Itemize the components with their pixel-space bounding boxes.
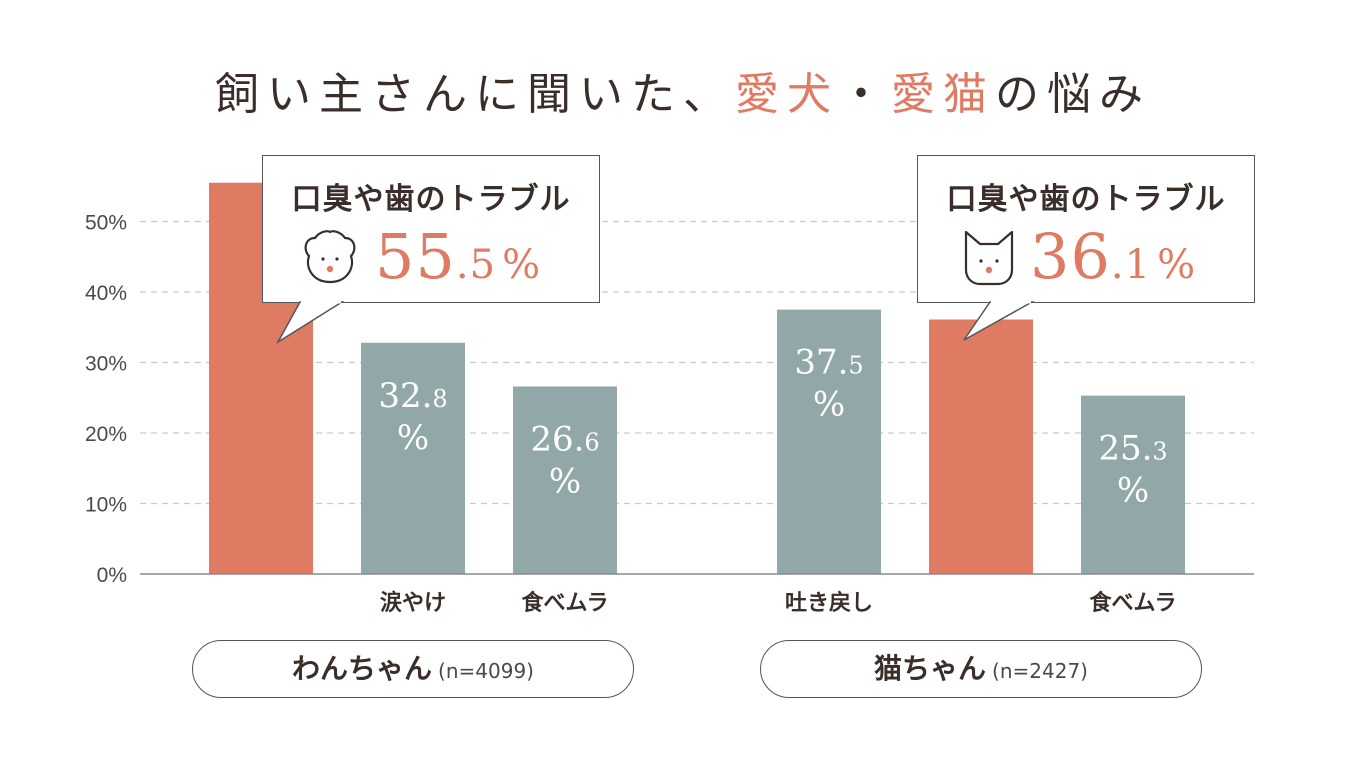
group-pill-cat-label: 猫ちゃん (874, 652, 987, 685)
bar (1081, 395, 1185, 574)
y-tick-label: 0% (97, 564, 127, 587)
bar (361, 342, 465, 574)
x-category-label: 涙やけ (380, 590, 446, 616)
title-accent-cat: 愛猫 (891, 69, 995, 120)
group-pill-cat: 猫ちゃん (n=2427) (760, 640, 1202, 698)
title-suffix: の悩み (995, 69, 1151, 120)
page-title: 飼い主さんに聞いた、愛犬・愛猫の悩み (0, 58, 1366, 122)
group-pill-dog-n: (n=4099) (438, 659, 534, 683)
bar-unit-label: % (813, 385, 845, 425)
bar-value-label: 25.3 (1098, 429, 1167, 469)
y-tick-label: 30% (85, 353, 127, 376)
y-tick-label: 50% (85, 212, 127, 235)
callout-cat-title: 口臭や歯のトラブル (946, 182, 1226, 217)
x-category-label: 食べムラ (1090, 590, 1177, 616)
group-pill-dog-label: わんちゃん (292, 652, 433, 685)
bar (777, 309, 881, 574)
callout-dog-title: 口臭や歯のトラブル (291, 182, 571, 217)
y-tick-label: 20% (85, 423, 127, 446)
bar-value-label: 26.6 (530, 419, 599, 459)
bar-unit-label: % (1117, 471, 1149, 511)
callout-cat-value: 36.1% (1030, 220, 1197, 293)
title-accent-dog: 愛犬 (735, 69, 839, 120)
title-separator: ・ (839, 69, 891, 120)
title-prefix: 飼い主さんに聞いた、 (215, 69, 735, 120)
x-category-label: 吐き戻し (785, 590, 873, 616)
bar-unit-label: % (397, 418, 429, 458)
bar-value-label: 37.5 (794, 343, 863, 383)
callout-cat: 口臭や歯のトラブル 36.1% (917, 155, 1255, 303)
bar-value-label: 32.8 (378, 376, 447, 416)
callout-dog: 口臭や歯のトラブル 55.5% (262, 155, 600, 303)
y-tick-label: 40% (85, 282, 127, 305)
bar (513, 386, 617, 574)
cat-face-icon (964, 230, 1014, 286)
bar (929, 319, 1033, 574)
dog-face-icon (304, 230, 356, 284)
group-pill-dog: わんちゃん (n=4099) (192, 640, 634, 698)
y-tick-label: 10% (85, 494, 127, 517)
x-category-label: 食べムラ (522, 590, 609, 616)
group-pill-cat-n: (n=2427) (992, 659, 1088, 683)
bar-unit-label: % (549, 461, 581, 501)
callout-dog-value: 55.5% (375, 220, 542, 293)
